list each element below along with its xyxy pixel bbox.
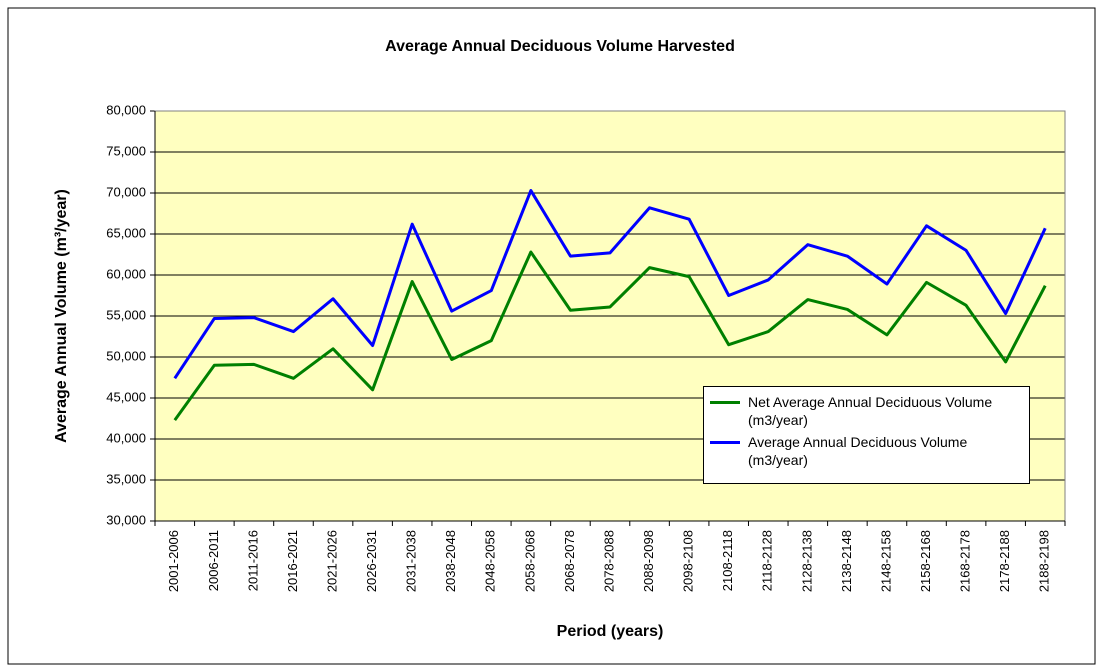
chart-title: Average Annual Deciduous Volume Harveste… [385,38,735,55]
x-tick-label: 2168-2178 [958,530,973,592]
x-tick-label: 2031-2038 [404,530,419,592]
x-tick-label: 2021-2026 [324,530,339,592]
x-tick-label: 2068-2078 [562,530,577,592]
y-tick-label: 40,000 [106,430,146,445]
y-tick-label: 45,000 [106,389,146,404]
legend-label: Net Average Annual Deciduous Volume (m3/… [748,394,993,428]
x-tick-label: 2188-2198 [1037,530,1052,592]
legend-label: Average Annual Deciduous Volume (m3/year… [748,434,968,468]
x-tick-label: 2128-2138 [799,530,814,592]
x-tick-label: 2016-2021 [285,530,300,592]
x-tick-label: 2098-2108 [681,530,696,592]
legend: Net Average Annual Deciduous Volume (m3/… [703,386,1030,484]
x-tick-label: 2088-2098 [641,530,656,592]
x-axis-label: Period (years) [557,623,664,640]
x-tick-label: 2158-2168 [918,530,933,592]
y-tick-label: 75,000 [106,143,146,158]
x-tick-label: 2026-2031 [364,530,379,592]
y-tick-label: 30,000 [106,512,146,527]
legend-entry: Average Annual Deciduous Volume (m3/year… [708,433,1025,469]
x-tick-label: 2078-2088 [601,530,616,592]
x-tick-label: 2001-2006 [166,530,181,592]
x-tick-label: 2006-2011 [206,530,221,591]
legend-swatch [710,401,740,404]
series-line [173,250,1047,422]
x-tick-label: 2048-2058 [483,530,498,592]
x-tick-label: 2138-2148 [839,530,854,592]
y-tick-label: 70,000 [106,184,146,199]
y-tick-label: 65,000 [106,225,146,240]
legend-swatch [710,441,740,444]
x-tick-label: 2058-2068 [522,530,537,592]
y-axis-label: Average Annual Volume (m³/year) [53,189,70,443]
x-tick-label: 2108-2118 [720,530,735,591]
x-tick-label: 2011-2016 [245,530,260,591]
x-tick-label: 2148-2158 [878,530,893,592]
y-tick-label: 35,000 [106,471,146,486]
y-tick-label: 55,000 [106,307,146,322]
y-tick-label: 50,000 [106,348,146,363]
legend-entry: Net Average Annual Deciduous Volume (m3/… [708,393,1025,429]
x-tick-label: 2038-2048 [443,530,458,592]
x-tick-label: 2178-2188 [997,530,1012,592]
y-tick-label: 80,000 [106,102,146,117]
y-tick-label: 60,000 [106,266,146,281]
series-line [173,189,1047,380]
x-tick-label: 2118-2128 [760,530,775,591]
